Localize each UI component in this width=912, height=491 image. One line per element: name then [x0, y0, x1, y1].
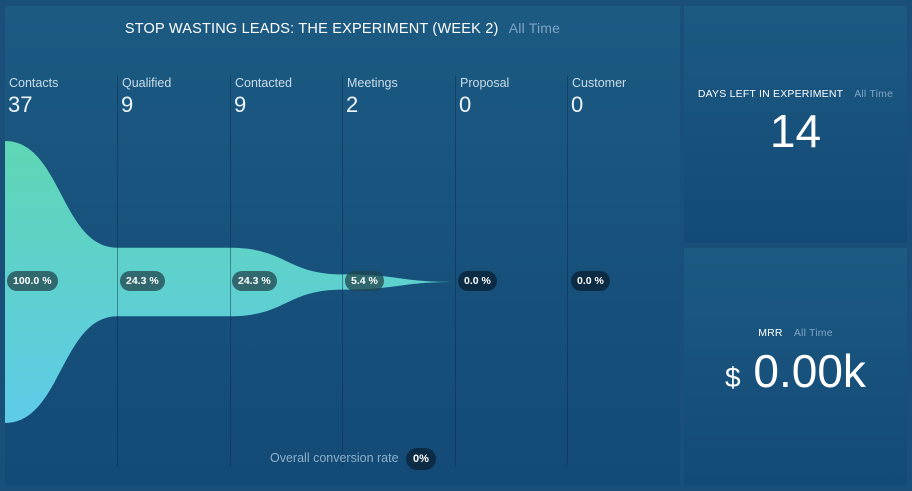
funnel-header: STOP WASTING LEADS: THE EXPERIMENT (WEEK…	[5, 20, 680, 37]
stage-percent-badge: 100.0 %	[7, 271, 58, 291]
mrr-value: 0.00k	[753, 345, 866, 397]
stage-count: 0	[459, 92, 472, 117]
days-left-widget: DAYS LEFT IN EXPERIMENT All Time 14	[684, 6, 907, 243]
stage-customer: Customer 0	[568, 76, 680, 476]
stage-divider	[230, 76, 231, 466]
stage-meetings: Meetings 2	[343, 76, 455, 476]
stage-percent-badge: 24.3 %	[120, 271, 165, 291]
stage-label: Contacted	[235, 76, 292, 90]
days-left-title: DAYS LEFT IN EXPERIMENT	[697, 88, 844, 100]
stage-count: 0	[571, 92, 584, 117]
days-left-value: 14	[769, 105, 822, 157]
funnel-widget: STOP WASTING LEADS: THE EXPERIMENT (WEEK…	[5, 6, 680, 486]
stage-divider	[342, 76, 343, 466]
stage-divider	[567, 76, 568, 466]
stage-percent-badge: 5.4 %	[345, 271, 384, 291]
stage-proposal: Proposal 0	[456, 76, 568, 476]
conversion-badge: 0%	[406, 448, 436, 470]
stage-label: Proposal	[460, 76, 510, 90]
mrr-title: MRR	[758, 327, 783, 339]
mrr-value-row: $ 0.00k	[684, 344, 907, 398]
mrr-currency: $	[725, 362, 741, 393]
mrr-widget: MRR All Time $ 0.00k	[684, 248, 907, 486]
stage-divider	[117, 76, 118, 466]
stage-count: 9	[121, 92, 134, 117]
stage-divider	[455, 76, 456, 466]
stage-label: Meetings	[347, 76, 398, 90]
days-left-period: All Time	[854, 88, 894, 100]
stage-percent-badge: 0.0 %	[571, 271, 610, 291]
mrr-header: MRR All Time	[684, 327, 907, 339]
stage-count: 9	[234, 92, 247, 117]
stage-percent-badge: 0.0 %	[458, 271, 497, 291]
stage-count: 37	[8, 92, 33, 117]
funnel-period: All Time	[508, 20, 561, 36]
mrr-period: All Time	[793, 327, 833, 339]
funnel-title: STOP WASTING LEADS: THE EXPERIMENT (WEEK…	[124, 21, 499, 37]
overall-conversion: Overall conversion rate 0%	[270, 448, 436, 470]
stage-label: Qualified	[122, 76, 172, 90]
days-left-header: DAYS LEFT IN EXPERIMENT All Time	[684, 88, 907, 100]
stage-qualified: Qualified 9	[118, 76, 230, 476]
stage-label: Contacts	[9, 76, 59, 90]
stage-label: Customer	[572, 76, 627, 90]
conversion-label: Overall conversion rate	[270, 451, 399, 465]
stage-contacts: Contacts 37	[5, 76, 117, 476]
stage-percent-badge: 24.3 %	[232, 271, 277, 291]
stage-count: 2	[346, 92, 359, 117]
stage-contacted: Contacted 9	[231, 76, 343, 476]
